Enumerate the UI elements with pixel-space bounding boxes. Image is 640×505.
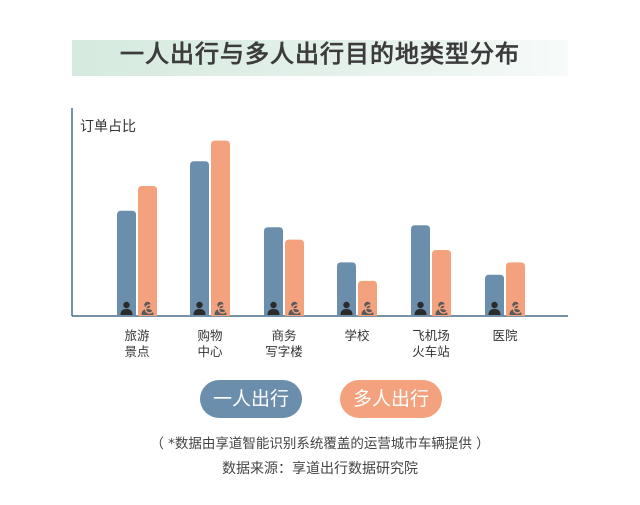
- bar-solo: [485, 274, 504, 316]
- person-icon: [267, 301, 280, 315]
- person-search-icon: [509, 301, 523, 315]
- person-icon: [340, 301, 353, 315]
- bar-solo: [117, 210, 136, 316]
- chart-title: 一人出行与多人出行目的地类型分布: [120, 40, 520, 68]
- data-note: （ *数据由享道智能识别系统覆盖的运营城市车辆提供 ）: [150, 436, 490, 452]
- bar-solo: [411, 225, 430, 316]
- person-icon: [120, 301, 133, 315]
- category-label: 飞机场 火车站: [412, 328, 450, 359]
- bar-group: [138, 186, 157, 316]
- y-axis-label: 订单占比: [80, 119, 136, 135]
- person-icon: [414, 301, 427, 315]
- bar-group: [358, 280, 377, 316]
- category-label: 购物 中心: [197, 328, 223, 359]
- person-icon: [193, 301, 206, 315]
- person-search-icon: [141, 301, 155, 315]
- category-label: 医院: [492, 328, 518, 343]
- person-search-icon: [214, 301, 228, 315]
- bar-group: [432, 249, 451, 316]
- person-search-icon: [435, 301, 449, 315]
- category-label: 商务 写字楼: [265, 328, 303, 359]
- bar-solo: [264, 227, 283, 316]
- category-label: 学校: [344, 328, 370, 343]
- bar-group: [506, 262, 525, 316]
- bar-group: [285, 239, 304, 316]
- bar-solo: [337, 262, 356, 316]
- bar-solo: [190, 161, 209, 316]
- category-label: 旅游 景点: [124, 328, 150, 359]
- data-source: 数据来源：享道出行数据研究院: [222, 461, 418, 477]
- legend-group-travel: 多人出行: [340, 380, 442, 418]
- person-search-icon: [288, 301, 302, 315]
- legend-solo-travel: 一人出行: [200, 380, 302, 418]
- title-background: [72, 40, 568, 76]
- person-search-icon: [361, 301, 375, 315]
- person-icon: [488, 301, 501, 315]
- bar-group: [211, 140, 230, 316]
